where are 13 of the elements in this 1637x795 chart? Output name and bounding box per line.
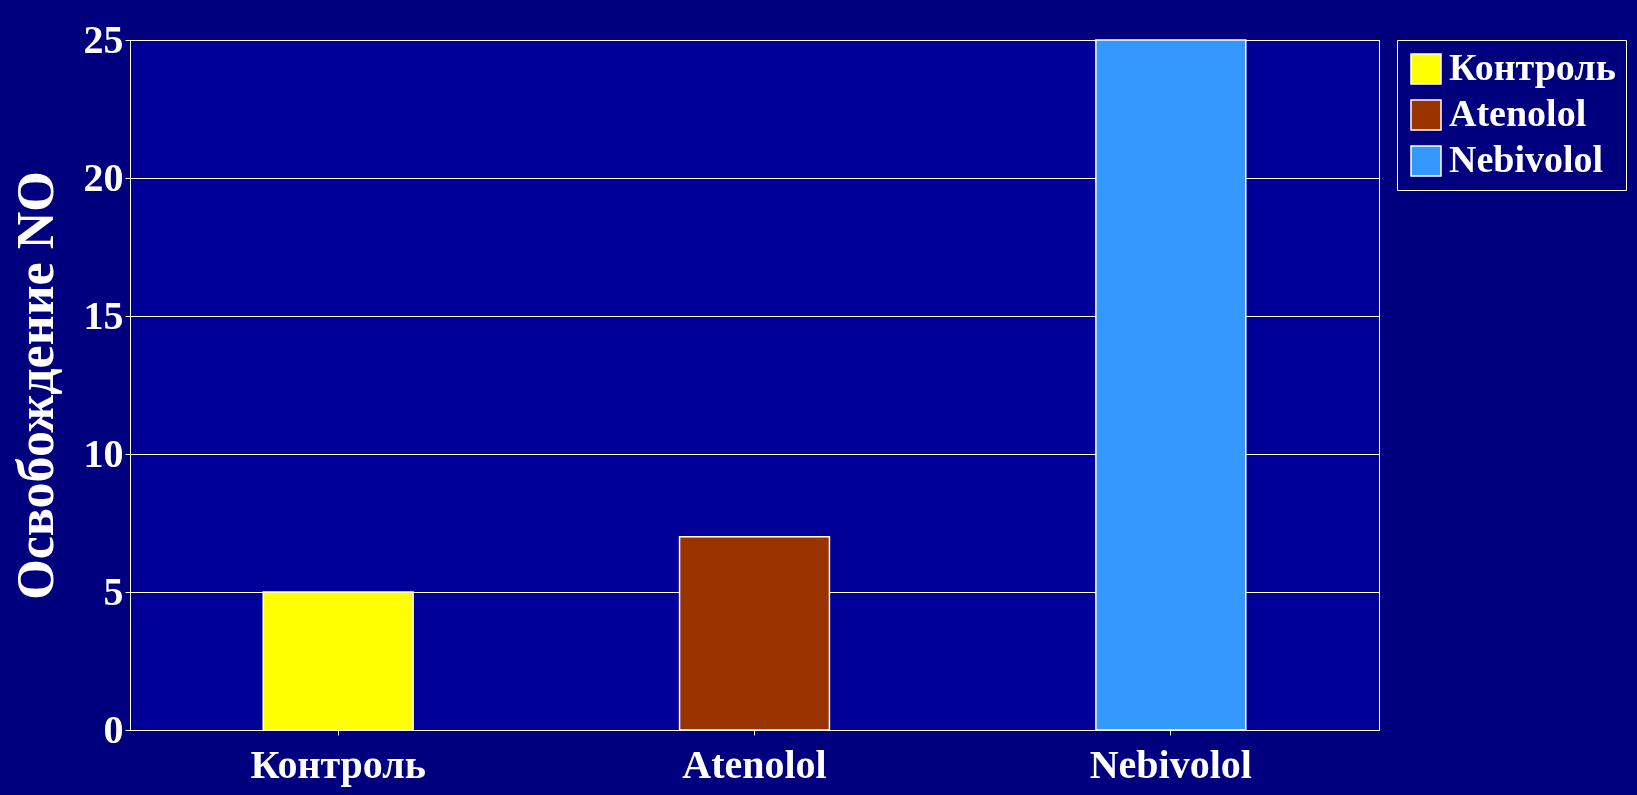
x-tick-label: Atenolol <box>682 741 827 787</box>
legend-label: Nebivolol <box>1449 138 1604 180</box>
legend-label: Контроль <box>1449 46 1616 88</box>
legend-label: Atenolol <box>1449 92 1587 134</box>
y-tick-label: 0 <box>103 706 124 752</box>
y-axis-title: Освобождение NO <box>6 171 64 600</box>
y-tick-label: 5 <box>103 568 124 614</box>
y-tick-label: 25 <box>83 16 124 62</box>
y-tick-label: 10 <box>83 430 124 476</box>
y-tick-label: 20 <box>83 154 124 200</box>
x-tick-label: Nebivolol <box>1089 741 1252 787</box>
y-tick-label: 15 <box>83 292 124 338</box>
x-tick-label: Контроль <box>250 741 426 787</box>
